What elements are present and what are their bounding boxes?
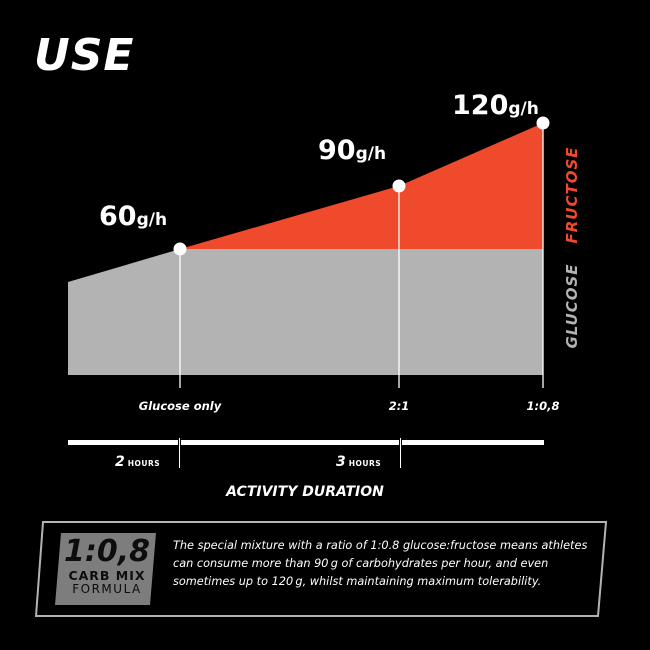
rate-label-120: 120g/h: [452, 90, 539, 121]
x-marker-1-0-8: 1:0,8: [527, 399, 560, 413]
rate-value: 120: [452, 90, 508, 121]
formula-panel: 1:0,8 CARB MIX FORMULA The special mixtu…: [35, 521, 607, 617]
fructose-area: [180, 123, 543, 249]
duration-value: 2: [115, 454, 125, 470]
x-axis-title: ACTIVITY DURATION: [226, 484, 384, 500]
rate-label-90: 90g/h: [318, 135, 386, 166]
rate-unit: g/h: [137, 210, 167, 230]
data-point-90: [392, 179, 406, 193]
rate-value: 90: [318, 135, 356, 166]
data-point-60: [173, 242, 187, 256]
rate-unit: g/h: [508, 99, 538, 119]
duration-unit: HOURS: [128, 459, 160, 468]
data-point-120: [536, 116, 550, 130]
rate-value: 60: [99, 201, 137, 232]
duration-bar-2-hours: [68, 440, 178, 445]
x-marker-glucose-only: Glucose only: [139, 399, 222, 413]
rate-unit: g/h: [356, 144, 386, 164]
duration-bar-3-hours-b: [402, 440, 544, 445]
duration-unit: HOURS: [349, 459, 381, 468]
rate-label-60: 60g/h: [99, 201, 167, 232]
formula-frame: [35, 521, 607, 617]
series-label-glucose: GLUCOSE: [563, 263, 581, 348]
duration-bar-3-hours-a: [181, 440, 399, 445]
glucose-area: [68, 249, 543, 375]
series-label-fructose: FRUCTOSE: [563, 146, 581, 243]
page-title: USE: [34, 30, 135, 81]
x-marker-2-1: 2:1: [389, 399, 410, 413]
carb-mix-formula-badge: 1:0,8 CARB MIX FORMULA: [59, 535, 155, 603]
formula-ratio: 1:0,8: [63, 534, 150, 569]
duration-value: 3: [336, 454, 346, 470]
duration-label-3-hours: 3 HOURS: [336, 454, 381, 470]
duration-label-2-hours: 2 HOURS: [115, 454, 160, 470]
formula-description: The special mixture with a ratio of 1:0.…: [173, 539, 588, 588]
formula-line1: CARB MIX: [68, 568, 146, 583]
formula-line2: FORMULA: [72, 582, 142, 596]
